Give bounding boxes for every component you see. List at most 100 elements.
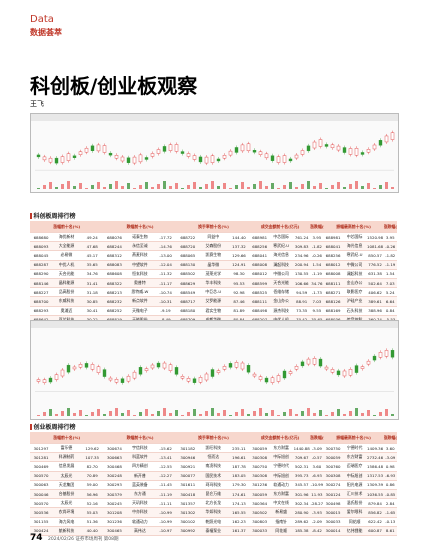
chart-decor (55, 414, 58, 416)
cell: 跌幅前十名(%) (126, 223, 154, 229)
chart-decor (138, 154, 143, 163)
chart-decor (379, 185, 382, 189)
page-number: 74 (30, 533, 43, 543)
chart-decor (378, 140, 383, 146)
chart-decor (151, 414, 154, 416)
chart-decor (42, 379, 47, 383)
chart-image (30, 320, 399, 420)
chart-decor (163, 408, 166, 416)
cell: 301155 (33, 519, 49, 525)
cell: 856.82 (368, 509, 382, 515)
cell: 688629 (180, 280, 196, 286)
chart-decor (300, 361, 305, 367)
cell: 106.66 (294, 280, 309, 286)
cell: 688599 (252, 280, 268, 286)
chart-decor (67, 408, 70, 416)
table-label: 创业板周排行榜 (30, 422, 76, 431)
chart-decor (187, 412, 190, 416)
cell: 成交金额前十名(亿元) (260, 223, 300, 229)
cell: 300046 (33, 491, 49, 497)
cell: 2732.46 (367, 454, 384, 460)
chart-decor (199, 187, 202, 189)
cell: 宁德时代 (346, 445, 363, 451)
chart-decor (360, 366, 365, 369)
cell: 31.41 (86, 280, 98, 286)
chart-decor (282, 370, 287, 379)
cell: 0.98 (385, 463, 395, 469)
cell: 124.91 (232, 262, 246, 268)
cell: 502.31 (294, 463, 309, 469)
cell: 300750 (252, 463, 268, 469)
cell: 1309.39 (367, 482, 384, 488)
cell: 631.38 (368, 271, 382, 277)
cell: 300102 (180, 519, 196, 525)
chart-decor (121, 413, 124, 416)
chart-decor (36, 154, 41, 158)
row: 300063 天龙集团 59.00 300293 蓝英装备 -11.45 301611 珂玛科… (30, 481, 397, 490)
chart-decor (115, 181, 118, 189)
chart-decor (210, 155, 215, 163)
cell: 9.55 (312, 308, 322, 314)
chart-decor (96, 144, 101, 152)
chart-decor (253, 184, 256, 189)
section-en: Data (30, 14, 54, 25)
chart-decor (151, 187, 154, 189)
cell: -2.09 (311, 519, 322, 525)
cell: 600.87 (368, 528, 382, 534)
cell: 同花顺 (275, 527, 287, 533)
cell: 寒武纪-U (273, 243, 290, 249)
cell: 0.86 (385, 482, 395, 488)
cell: -1.82 (311, 243, 322, 249)
cell: 11.93 (311, 491, 323, 497)
row: 301297 富乐德 129.62 300674 宇信科技 -15.62 301182 凯旺科… (30, 444, 397, 454)
cell: 34.76 (311, 280, 323, 286)
chart-decor (60, 369, 65, 377)
cell: 302.34 (294, 500, 309, 506)
cell: 300760 (325, 463, 341, 469)
cell: 300674 (106, 445, 122, 451)
cell: 82.70 (86, 463, 98, 469)
chart-decor (108, 377, 113, 381)
chart-decor (175, 183, 178, 189)
cell: 中芯国际 (273, 234, 289, 240)
cell: 航新科技 (58, 527, 75, 533)
chart-decor (174, 367, 179, 375)
cell: 688083 (106, 262, 122, 268)
cell: 688502 (180, 271, 196, 277)
cell: 40.40 (86, 528, 98, 534)
chart-decor (132, 156, 137, 164)
cell: 301281 (33, 454, 49, 460)
cell: 东方财富 (273, 491, 289, 497)
chart-decor (72, 366, 77, 370)
cell: 农尚环境 (58, 509, 75, 515)
chart-decor (109, 411, 112, 416)
chart-decor (145, 182, 148, 189)
cell: -12.55 (159, 463, 172, 469)
cell: 360.74 (368, 317, 382, 323)
cell: 源杰科技 (273, 307, 289, 313)
cell: 中望软件 (132, 261, 148, 267)
chart-decor (235, 412, 238, 416)
cell: 622.42 (368, 519, 382, 525)
cell: 7.03 (385, 280, 395, 286)
chart-decor (102, 369, 107, 377)
cell: 国民技术 (205, 472, 222, 478)
cell: 澜起科技 (273, 261, 289, 267)
cell: 300364 (252, 500, 268, 506)
chart-decor (271, 410, 274, 416)
cell: 129.66 (232, 252, 246, 258)
cell: 晶华微 (207, 261, 220, 267)
cell: -0.57 (311, 454, 322, 460)
chart-decor (378, 352, 383, 358)
chart-decor (330, 144, 335, 149)
cell: 振幅最高前十名(%) (336, 434, 371, 440)
cell: 1586.48 (367, 463, 384, 469)
cell: 太辰光 (60, 472, 73, 478)
chart-decor (312, 141, 317, 149)
chart-decor (97, 409, 100, 416)
cell: 301302 (180, 509, 196, 515)
cell: -8.42 (311, 528, 322, 534)
cell: 奥浦迈 (60, 307, 73, 313)
cell: 海光信息 (346, 243, 363, 249)
cell: 燕麦科技 (132, 252, 148, 258)
